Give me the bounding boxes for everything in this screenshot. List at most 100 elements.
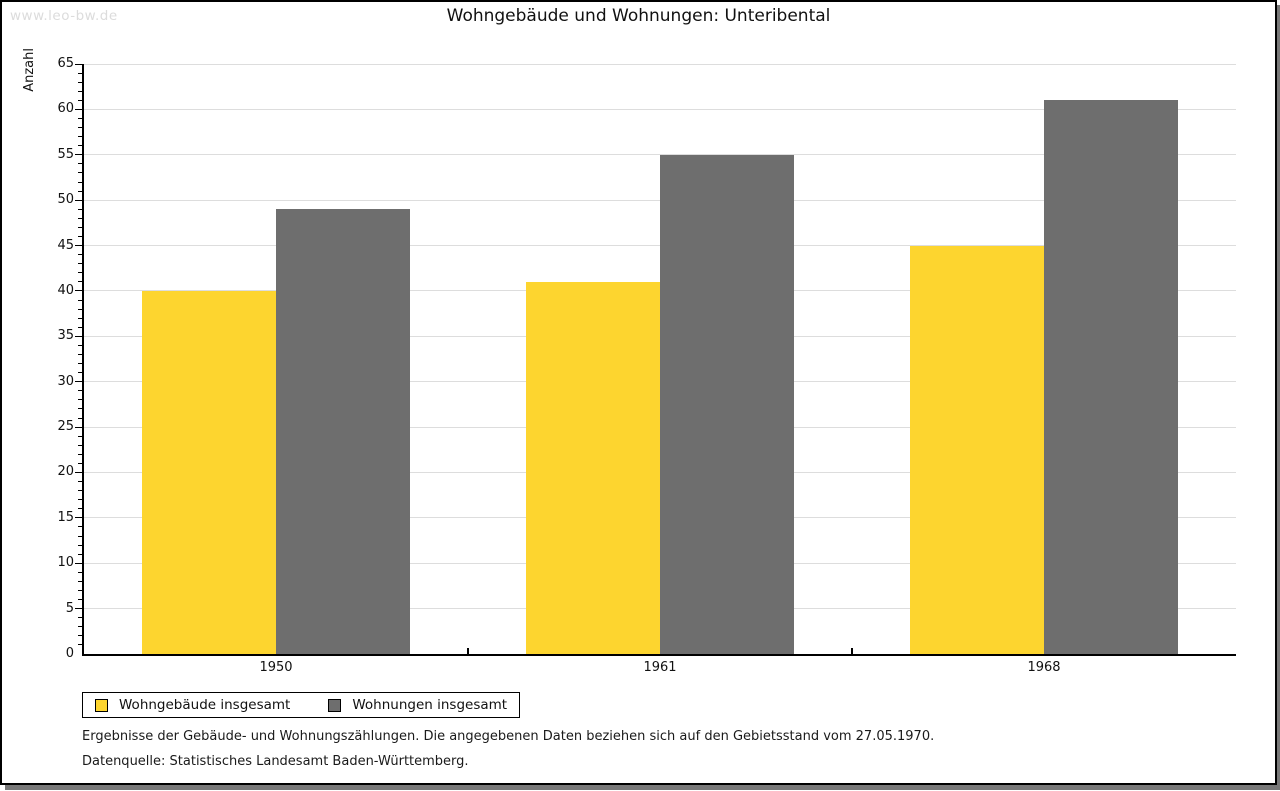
y-axis-major-tick (75, 335, 82, 337)
legend-label: Wohnungen insgesamt (352, 697, 508, 713)
y-axis-minor-tick (78, 617, 82, 619)
y-tick-label: 20 (57, 464, 74, 480)
x-tick-label: 1961 (643, 660, 677, 675)
y-axis-minor-tick (78, 353, 82, 355)
y-axis-minor-tick (78, 235, 82, 237)
y-axis-minor-tick (78, 99, 82, 101)
y-axis-minor-tick (78, 571, 82, 573)
y-axis-minor-tick (78, 172, 82, 174)
gridline (84, 63, 1236, 65)
y-tick-label: 15 (57, 509, 74, 525)
y-axis-minor-tick (78, 435, 82, 437)
y-axis-minor-tick (78, 453, 82, 455)
y-axis-minor-tick (78, 372, 82, 374)
legend-swatch-icon (95, 698, 108, 712)
legend: Wohngebäude insgesamt Wohnungen insgesamt (82, 692, 521, 718)
y-axis-minor-tick (78, 363, 82, 365)
y-tick-label: 45 (57, 237, 74, 253)
y-tick-label: 10 (57, 555, 74, 571)
y-axis-minor-tick (78, 127, 82, 129)
y-axis-major-tick (75, 517, 82, 519)
y-axis-minor-tick (78, 417, 82, 419)
gridline (84, 154, 1236, 156)
y-axis-minor-tick (78, 90, 82, 92)
y-axis-major-tick (75, 63, 82, 65)
y-axis-minor-tick (78, 399, 82, 401)
y-axis-minor-tick (78, 136, 82, 138)
y-axis-minor-tick (78, 226, 82, 228)
y-axis-minor-tick (78, 344, 82, 346)
y-axis-minor-tick (78, 208, 82, 210)
y-axis-minor-tick (78, 544, 82, 546)
x-tick-label: 1950 (259, 660, 293, 675)
y-axis-minor-tick (78, 263, 82, 265)
y-axis-minor-tick (78, 317, 82, 319)
y-axis-minor-tick (78, 281, 82, 283)
y-axis-minor-tick (78, 553, 82, 555)
y-axis-minor-tick (78, 117, 82, 119)
y-axis-minor-tick (78, 580, 82, 582)
y-axis-minor-tick (78, 626, 82, 628)
bar-1961-series-1 (660, 154, 794, 654)
y-tick-label: 0 (65, 646, 74, 661)
bar-1968-series-1 (1044, 100, 1178, 654)
bar-1950-series-0 (142, 290, 276, 654)
y-axis-minor-tick (78, 535, 82, 537)
y-tick-label: 40 (57, 282, 74, 298)
y-tick-label: 30 (57, 373, 74, 389)
y-axis-minor-tick (78, 635, 82, 637)
y-axis-major-tick (75, 154, 82, 156)
y-axis-minor-tick (78, 390, 82, 392)
bar-1961-series-0 (526, 281, 660, 654)
y-axis-minor-tick (78, 644, 82, 646)
y-axis-minor-tick (78, 254, 82, 256)
y-tick-label: 35 (57, 328, 74, 344)
y-axis-major-tick (75, 245, 82, 247)
y-axis-minor-tick (78, 589, 82, 591)
chart-title: Wohngebäude und Wohnungen: Unteribental (446, 6, 831, 26)
y-axis-minor-tick (78, 145, 82, 147)
y-axis-minor-tick (78, 526, 82, 528)
x-axis-divider-tick (851, 648, 853, 654)
y-axis-minor-tick (78, 272, 82, 274)
y-axis-minor-tick (78, 462, 82, 464)
y-axis-minor-tick (78, 408, 82, 410)
y-axis-major-tick (75, 290, 82, 292)
y-axis-minor-tick (78, 326, 82, 328)
y-axis-minor-tick (78, 499, 82, 501)
y-axis-minor-tick (78, 163, 82, 165)
plot-area: 5 10 15 20 25 30 35 40 45 50 55 60 65 0 1950 1961 1968 (57, 56, 1236, 675)
gridline (84, 108, 1236, 110)
y-axis-minor-tick (78, 444, 82, 446)
y-axis-minor-tick (78, 599, 82, 601)
y-axis-minor-tick (78, 217, 82, 219)
y-axis-minor-tick (78, 72, 82, 74)
legend-item: Wohngebäude insgesamt (95, 697, 290, 713)
y-axis-major-tick (75, 199, 82, 201)
y-axis-minor-tick (78, 308, 82, 310)
y-tick-label: 5 (65, 600, 74, 616)
y-axis-major-tick (75, 471, 82, 473)
y-tick-label: 55 (57, 146, 74, 162)
y-axis-minor-tick (78, 481, 82, 483)
y-axis-minor-tick (78, 181, 82, 183)
y-tick-label: 60 (57, 101, 74, 117)
x-tick-label: 1968 (1027, 660, 1061, 675)
y-axis-minor-tick (78, 81, 82, 83)
x-axis-divider-tick (467, 648, 469, 654)
bar-1950-series-1 (276, 209, 410, 654)
bar-1968-series-0 (910, 245, 1044, 654)
y-axis-major-tick (75, 108, 82, 110)
y-axis-major-tick (75, 381, 82, 383)
y-axis-minor-tick (78, 299, 82, 301)
y-axis-minor-tick (78, 190, 82, 192)
y-axis-major-tick (75, 608, 82, 610)
legend-item: Wohnungen insgesamt (328, 697, 507, 713)
y-axis-major-tick (75, 562, 82, 564)
legend-label: Wohngebäude insgesamt (119, 697, 291, 713)
y-tick-label: 25 (57, 419, 74, 435)
footnote-data-source: Datenquelle: Statistisches Landesamt Bad… (82, 754, 469, 769)
legend-swatch-icon (328, 698, 342, 712)
y-tick-label: 65 (57, 56, 74, 71)
y-axis-major-tick (75, 426, 82, 428)
